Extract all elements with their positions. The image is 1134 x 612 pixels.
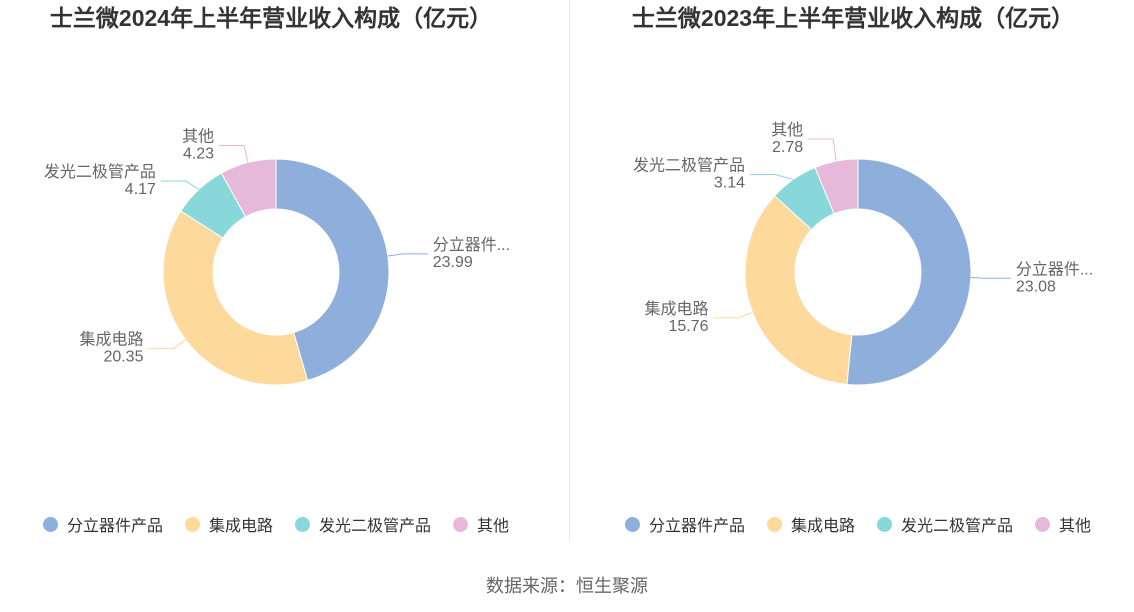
slice-label-integrated-circuits: 集成电路: [79, 331, 143, 349]
donut-slices: [162, 158, 390, 386]
slice-label-led-products: 发光二极管产品: [633, 157, 745, 175]
chart-panel-2024: 分立器件... 23.99 集成电路 20.35 发光二极管产品 4.17 其他 4.23 士…: [0, 0, 552, 545]
chart-title: 士兰微2024年上半年营业收入构成（亿元）: [49, 5, 493, 31]
slice-label-led-products: 发光二极管产品: [44, 163, 156, 181]
chart-legend: 分立器件产品 集成电路 发光二极管产品 其他: [582, 512, 1134, 536]
legend-item-other[interactable]: 其他: [453, 512, 509, 536]
slice-discrete-devices[interactable]: [275, 158, 390, 382]
legend-label: 集成电路: [790, 518, 855, 535]
slice-discrete-devices[interactable]: [846, 158, 972, 386]
legend-item-discrete-devices[interactable]: 分立器件产品: [42, 512, 163, 536]
slice-value-integrated-circuits: 20.35: [103, 349, 143, 366]
chart-title: 士兰微2023年上半年营业收入构成（亿元）: [631, 5, 1075, 31]
slice-value-led-products: 3.14: [714, 175, 745, 192]
legend-label: 其他: [1059, 518, 1092, 535]
legend-marker-icon: [453, 516, 469, 532]
slice-label-integrated-circuits: 集成电路: [644, 300, 708, 318]
legend-marker-icon: [184, 516, 200, 532]
donut-slices: [744, 158, 972, 386]
legend-item-led-products[interactable]: 发光二极管产品: [877, 512, 1013, 536]
slice-value-discrete-devices: 23.99: [433, 254, 473, 271]
legend-label: 发光二极管产品: [901, 518, 1014, 535]
chart-panel-2023: 分立器件... 23.08 集成电路 15.76 发光二极管产品 3.14 其他 2.78 士…: [582, 0, 1134, 545]
legend-label: 其他: [477, 518, 510, 535]
legend-item-led-products[interactable]: 发光二极管产品: [295, 512, 431, 536]
legend-marker-icon: [295, 516, 310, 532]
legend-item-discrete-devices[interactable]: 分立器件产品: [624, 512, 745, 536]
slice-other[interactable]: [814, 158, 859, 215]
legend-label: 分立器件产品: [66, 518, 163, 535]
slice-value-integrated-circuits: 15.76: [668, 318, 708, 335]
legend-label: 分立器件产品: [648, 518, 745, 535]
data-source-note: 数据来源：恒生聚源: [486, 576, 648, 596]
slice-integrated-circuits[interactable]: [744, 195, 853, 386]
slice-value-led-products: 4.17: [125, 181, 156, 198]
slice-integrated-circuits[interactable]: [162, 210, 309, 386]
chart-legend: 分立器件产品 集成电路 发光二极管产品 其他: [0, 512, 552, 536]
legend-label: 集成电路: [208, 518, 273, 535]
legend-label: 发光二极管产品: [319, 518, 432, 535]
slice-label-discrete-devices: 分立器件...: [1016, 260, 1093, 278]
slice-label-other: 其他: [771, 121, 803, 139]
leader-line-led-products: [750, 174, 794, 180]
slice-value-other: 2.78: [772, 139, 803, 156]
legend-marker-icon: [42, 516, 58, 532]
legend-item-other[interactable]: 其他: [1035, 512, 1091, 536]
slice-label-discrete-devices: 分立器件...: [433, 236, 510, 254]
leader-line-other: [808, 138, 837, 162]
leader-line-other: [219, 145, 249, 163]
slice-other[interactable]: [220, 158, 277, 218]
legend-marker-icon: [877, 516, 892, 532]
leader-line-led-products: [160, 180, 200, 190]
slice-label-other: 其他: [182, 128, 214, 146]
slice-value-discrete-devices: 23.08: [1016, 278, 1056, 295]
legend-marker-icon: [1035, 516, 1051, 532]
leader-line-discrete-devices: [970, 277, 1011, 279]
legend-item-integrated-circuits[interactable]: 集成电路: [766, 512, 855, 536]
legend-marker-icon: [766, 516, 782, 532]
panel-divider: [569, 0, 570, 540]
leader-line-integrated-circuits: [713, 312, 753, 319]
legend-marker-icon: [624, 516, 640, 532]
leader-line-discrete-devices: [387, 253, 428, 257]
legend-item-integrated-circuits[interactable]: 集成电路: [184, 512, 273, 536]
leader-line-integrated-circuits: [148, 339, 186, 350]
slice-value-other: 4.23: [183, 146, 214, 163]
